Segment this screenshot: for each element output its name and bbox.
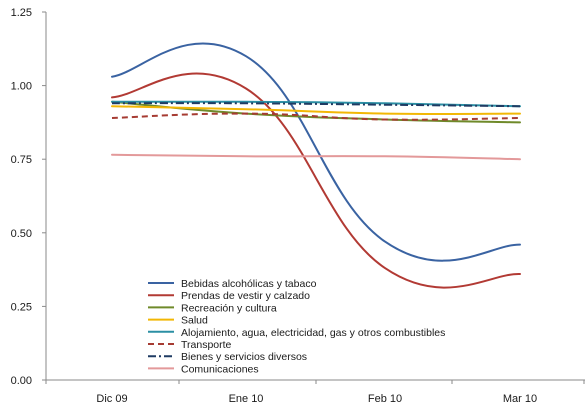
y-tick-label: 1.25 [11,7,32,19]
y-tick-label: 0.25 [11,301,32,313]
x-tick-label: Ene 10 [229,393,264,405]
series-line-8 [111,153,521,161]
x-tick-label: Mar 10 [503,393,537,405]
x-tick-label: Feb 10 [368,393,402,405]
legend-label: Salud [181,315,208,327]
y-tick-label: 0.00 [11,375,32,387]
legend-label: Alojamiento, agua, electricidad, gas y o… [181,327,445,339]
x-tick-label: Dic 09 [96,393,127,405]
series-line-1 [111,42,521,262]
y-tick-label: 1.00 [11,81,32,93]
series-line-2 [111,72,521,289]
legend-label: Prendas de vestir y calzado [181,290,310,302]
series-line-4 [111,105,521,115]
axes [45,12,585,381]
legend-label: Comunicaciones [181,363,259,375]
y-tick-label: 0.75 [11,154,32,166]
legend-label: Bebidas alcohólicas y tabaco [181,278,317,290]
x-axis-ticks: Dic 09 Ene 10 Feb 10 Mar 10 [45,380,585,405]
legend-label: Recreación y cultura [181,302,277,314]
series-line-5 [111,100,521,108]
legend-label: Bienes y servicios diversos [181,351,307,363]
legend-label: Transporte [181,339,232,351]
series-line-6 [111,112,521,121]
series-lines [111,42,521,289]
y-tick-label: 0.50 [11,228,32,240]
y-axis-ticks: 0.00 0.25 0.50 0.75 1.00 1.25 [11,7,46,387]
series-line-7 [111,102,521,108]
